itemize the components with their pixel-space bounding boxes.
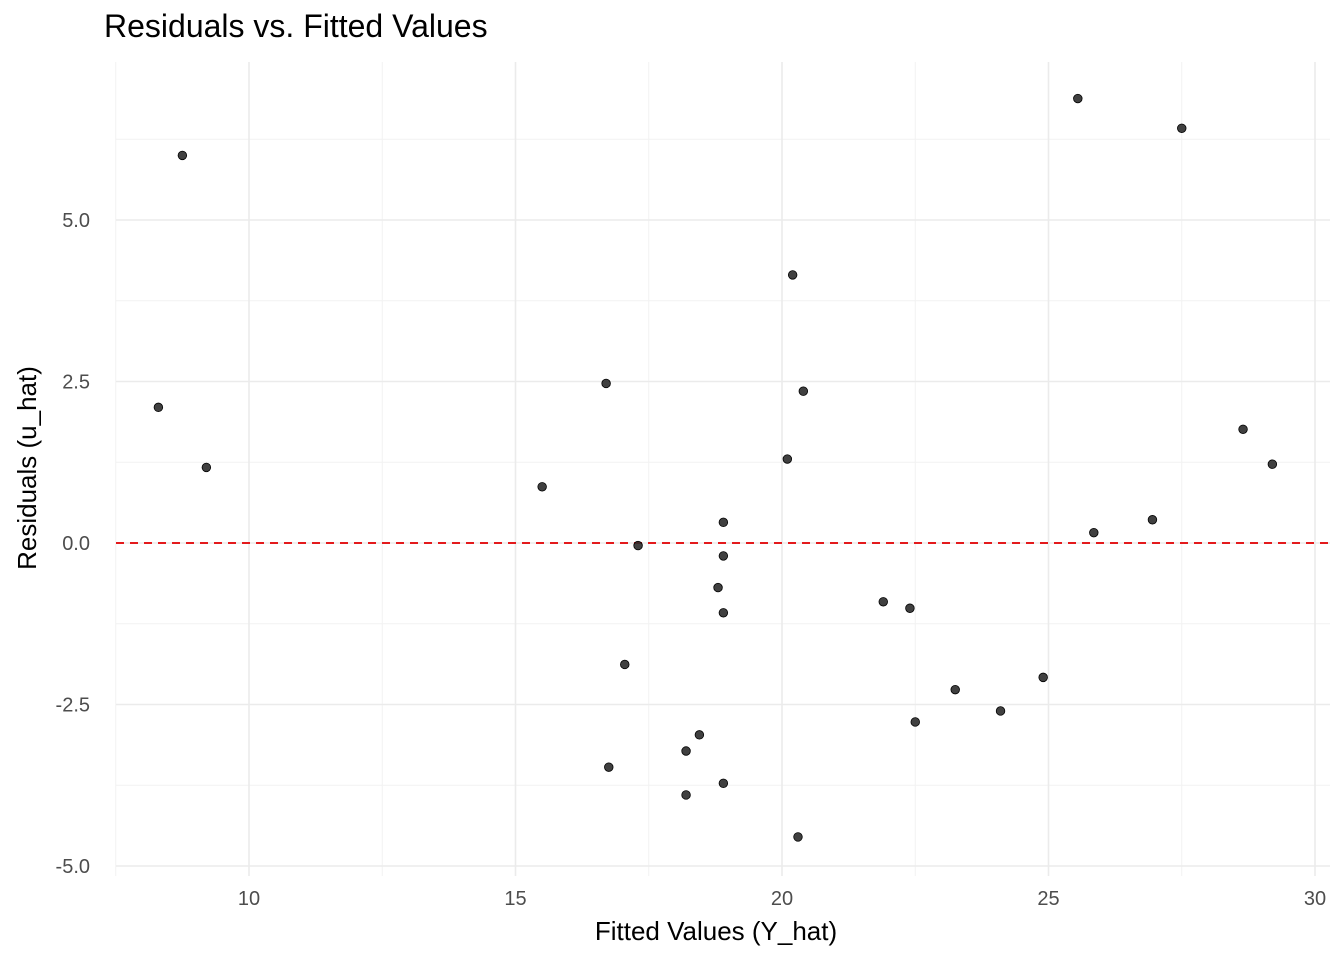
y-tick-label: 2.5	[62, 372, 90, 394]
data-point	[995, 706, 1006, 716]
data-point	[718, 551, 729, 561]
x-tick-label: 10	[238, 888, 260, 910]
data-point	[718, 517, 729, 528]
data-point	[910, 717, 920, 727]
x-tick-label: 25	[1037, 888, 1059, 910]
y-tick-label: -5.0	[56, 856, 90, 878]
y-tick-label: -2.5	[56, 695, 90, 717]
data-point	[713, 582, 723, 593]
data-point	[153, 402, 164, 413]
x-tick-label: 20	[771, 888, 793, 910]
x-axis-tick-labels: 10 15 20 25 30	[238, 888, 1326, 910]
data-point	[718, 778, 729, 789]
chart-title: Residuals vs. Fitted Values	[104, 8, 488, 44]
data-point	[798, 386, 809, 396]
minor-gridlines	[115, 62, 1330, 876]
data-point	[694, 730, 705, 740]
data-point	[1147, 515, 1158, 525]
data-point	[793, 832, 803, 842]
data-point	[782, 454, 793, 464]
data-point	[537, 482, 547, 492]
data-point	[1073, 93, 1083, 104]
data-point	[201, 462, 212, 473]
y-tick-label: 0.0	[62, 533, 90, 555]
x-tick-label: 30	[1304, 888, 1326, 910]
data-point	[878, 597, 888, 607]
data-point	[1089, 527, 1099, 538]
y-tick-label: 5.0	[62, 210, 90, 232]
data-point	[1038, 672, 1048, 683]
data-point	[787, 270, 798, 280]
data-point	[950, 684, 960, 695]
data-point	[681, 790, 691, 800]
data-point	[177, 150, 188, 161]
major-gridlines	[116, 62, 1330, 876]
data-point	[633, 540, 643, 551]
data-point	[681, 746, 691, 756]
x-tick-label: 15	[504, 888, 526, 910]
data-point	[905, 603, 915, 613]
data-points	[153, 93, 1278, 842]
x-axis-title: Fitted Values (Y_hat)	[595, 916, 837, 946]
data-point	[620, 659, 630, 670]
y-axis-tick-labels: -5.0 -2.5 0.0 2.5 5.0	[56, 210, 90, 878]
data-point	[1267, 459, 1278, 469]
data-point	[718, 608, 729, 618]
y-axis-title: Residuals (u_hat)	[12, 366, 42, 570]
data-point	[601, 378, 611, 389]
data-point	[1238, 424, 1248, 435]
data-point	[1177, 123, 1187, 133]
data-point	[604, 762, 614, 772]
